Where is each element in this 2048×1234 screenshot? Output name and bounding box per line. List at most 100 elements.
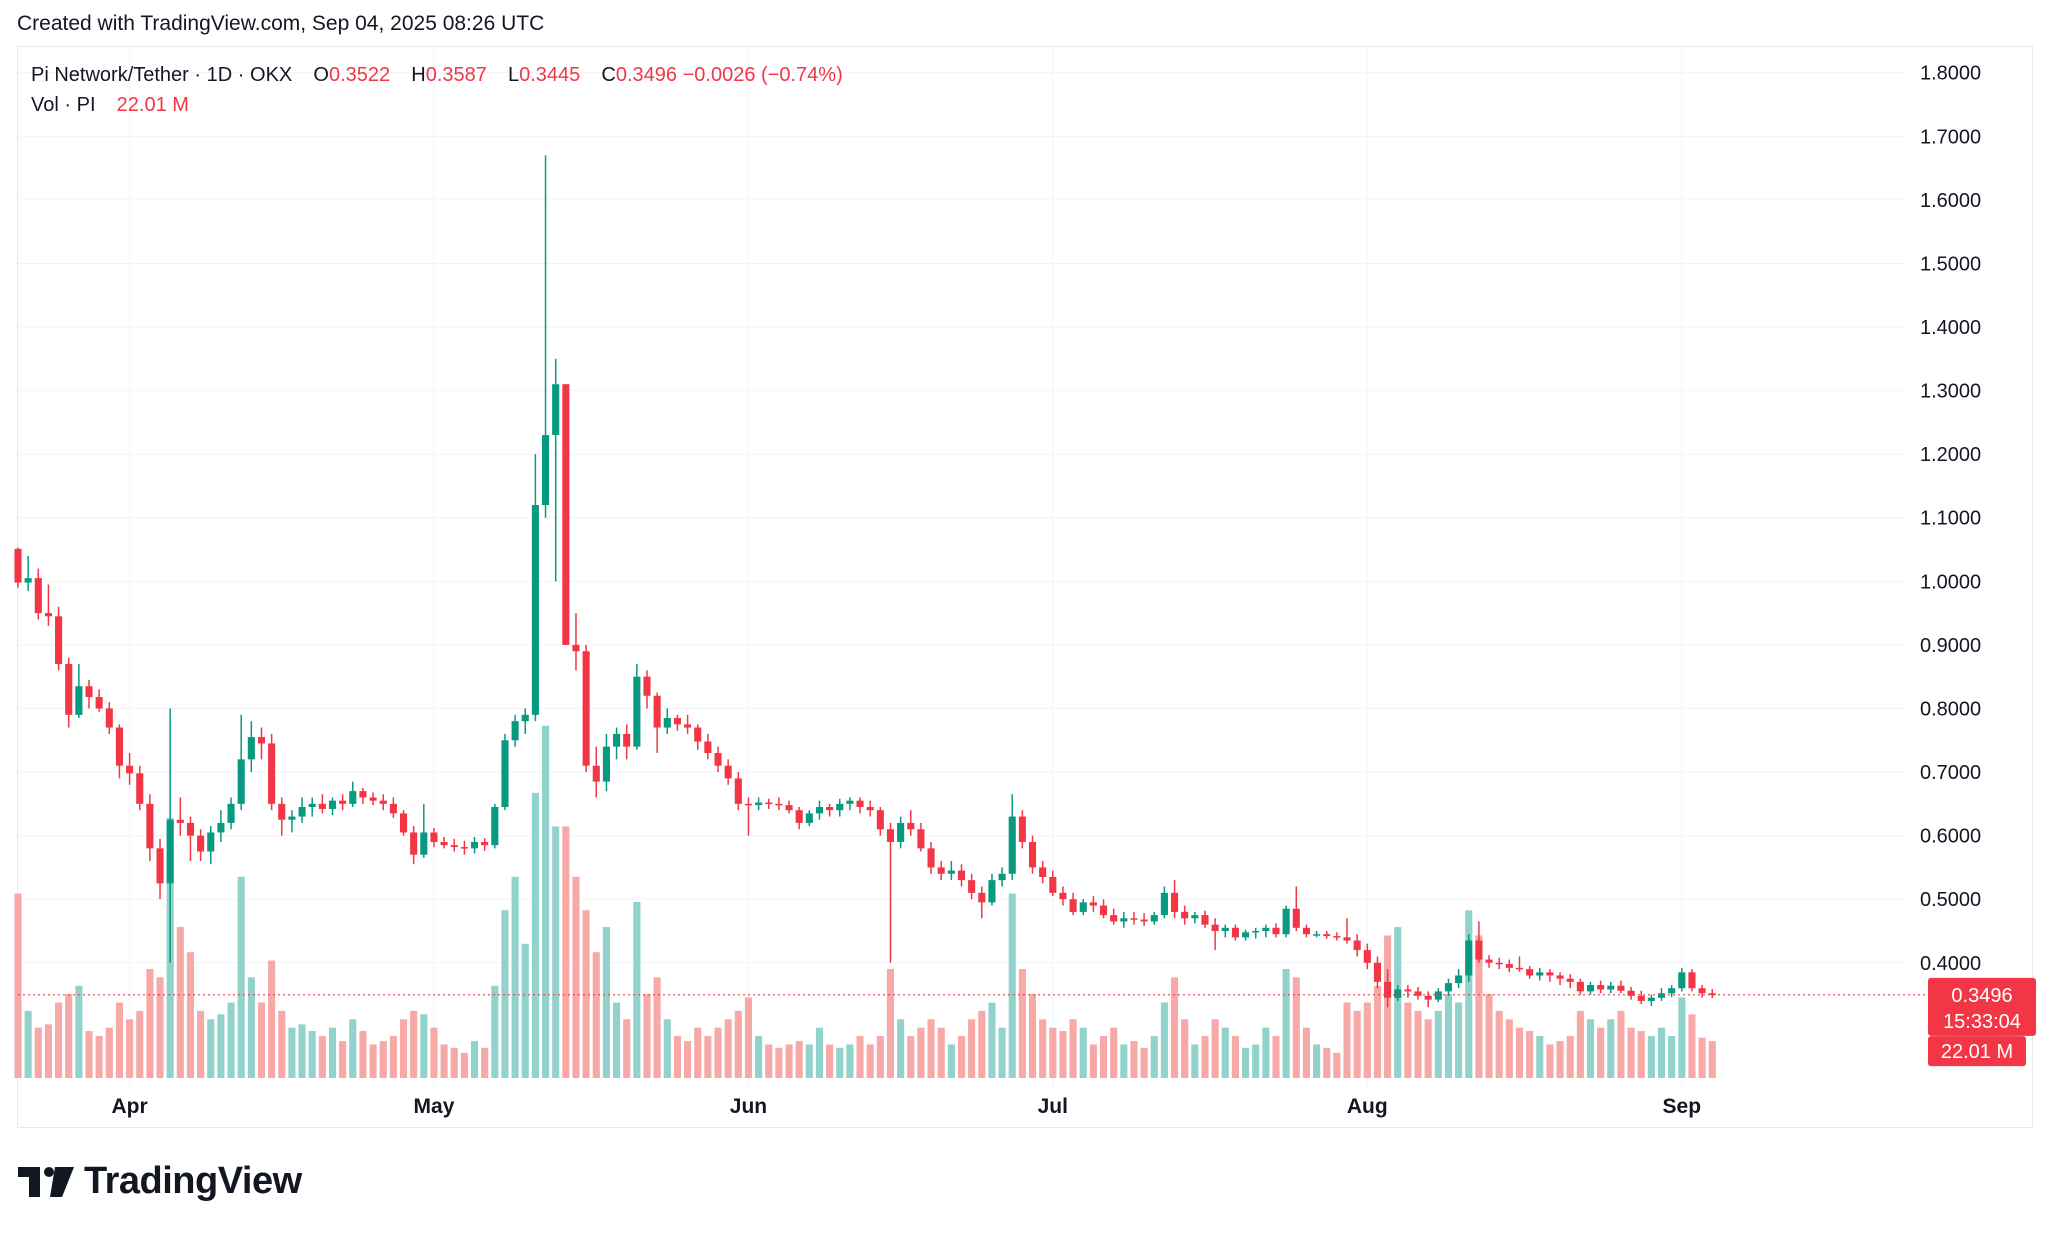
candle-body[interactable] [1150, 915, 1158, 922]
candle-body[interactable] [65, 663, 73, 715]
candle-body[interactable] [328, 800, 337, 809]
candle-body[interactable] [308, 803, 316, 808]
candle-body[interactable] [998, 873, 1006, 881]
candle-body[interactable] [146, 803, 154, 849]
candle-body[interactable] [541, 435, 550, 506]
candle-body[interactable] [1668, 988, 1676, 994]
volume-legend-label[interactable]: Vol [31, 94, 59, 116]
candle-body[interactable] [176, 819, 184, 823]
candle-body[interactable] [369, 797, 377, 801]
candle-body[interactable] [572, 644, 580, 652]
candle-body[interactable] [1292, 908, 1300, 928]
candle-body[interactable] [166, 819, 174, 884]
candle-body[interactable] [1211, 924, 1219, 931]
candle-body[interactable] [775, 803, 783, 806]
candle-body[interactable] [805, 813, 813, 823]
candle-body[interactable] [1099, 905, 1108, 916]
candle-body[interactable] [247, 737, 255, 760]
candle-body[interactable] [95, 697, 103, 709]
candle-body[interactable] [44, 613, 52, 617]
candle-body[interactable] [1444, 983, 1453, 992]
candle-body[interactable] [1089, 902, 1097, 906]
candle-body[interactable] [126, 765, 134, 774]
candle-body[interactable] [714, 752, 722, 766]
candle-body[interactable] [1028, 841, 1037, 868]
candle-body[interactable] [1647, 997, 1655, 1001]
candle-body[interactable] [1018, 816, 1026, 842]
candle-body[interactable] [988, 880, 996, 903]
candle-body[interactable] [684, 724, 692, 728]
candle-body[interactable] [1181, 911, 1189, 919]
candle-body[interactable] [389, 803, 397, 814]
candle-body[interactable] [1130, 918, 1138, 920]
candle-body[interactable] [501, 740, 509, 808]
candle-body[interactable] [156, 848, 164, 884]
candle-body[interactable] [1333, 936, 1341, 938]
candle-body[interactable] [1363, 950, 1371, 963]
candle-body[interactable] [1657, 993, 1666, 998]
candle-body[interactable] [1272, 927, 1280, 935]
candle-body[interactable] [968, 880, 976, 893]
candle-body[interactable] [765, 802, 773, 805]
candle-body[interactable] [1627, 990, 1635, 996]
candle-body[interactable] [866, 807, 874, 811]
candle-body[interactable] [1302, 927, 1310, 935]
candle-body[interactable] [1120, 918, 1128, 922]
candle-body[interactable] [1140, 919, 1148, 922]
candle-body[interactable] [897, 822, 905, 842]
candle-body[interactable] [511, 721, 519, 741]
candle-body[interactable] [1373, 962, 1382, 982]
candle-body[interactable] [288, 816, 296, 820]
candle-body[interactable] [1008, 816, 1016, 874]
candle-body[interactable] [1313, 934, 1321, 936]
candle-body[interactable] [876, 810, 884, 830]
candle-body[interactable] [399, 813, 408, 833]
legend-interval[interactable]: 1D [206, 64, 233, 86]
candle-body[interactable] [1110, 915, 1118, 922]
volume-badge[interactable] [1928, 1036, 2026, 1067]
candle-body[interactable] [531, 505, 539, 715]
candle-body[interactable] [1597, 985, 1605, 990]
candle-body[interactable] [207, 832, 215, 852]
candle-body[interactable] [602, 746, 610, 782]
candle-body[interactable] [856, 800, 864, 808]
candle-body[interactable] [85, 686, 93, 698]
candle-body[interactable] [592, 765, 600, 782]
candle-body[interactable] [349, 791, 357, 804]
candle-body[interactable] [1049, 876, 1057, 893]
candle-body[interactable] [694, 727, 702, 742]
candle-body[interactable] [1586, 985, 1595, 992]
candle-body[interactable] [460, 847, 468, 849]
candle-body[interactable] [1191, 915, 1199, 919]
candle-body[interactable] [846, 800, 854, 804]
candle-body[interactable] [1546, 972, 1554, 976]
candle-body[interactable] [430, 832, 438, 842]
candle-body[interactable] [420, 832, 428, 855]
candle-body[interactable] [227, 803, 235, 823]
candle-body[interactable] [136, 773, 144, 804]
candle-body[interactable] [1394, 989, 1402, 998]
candle-body[interactable] [217, 822, 225, 833]
candle-body[interactable] [1039, 867, 1047, 877]
candle-body[interactable] [978, 892, 986, 903]
candle-body[interactable] [947, 870, 955, 874]
candle-body[interactable] [724, 765, 732, 779]
candle-body[interactable] [643, 676, 651, 696]
candle-body[interactable] [450, 845, 458, 848]
candle-body[interactable] [623, 733, 631, 747]
candle-body[interactable] [410, 832, 418, 855]
candle-body[interactable] [562, 384, 570, 645]
candle-body[interactable] [957, 870, 966, 881]
candle-body[interactable] [1678, 972, 1686, 989]
candle-body[interactable] [470, 841, 479, 849]
candle-body[interactable] [633, 676, 641, 747]
candle-body[interactable] [1323, 934, 1331, 937]
candle-body[interactable] [663, 718, 671, 728]
candle-body[interactable] [1536, 972, 1544, 976]
candle-body[interactable] [1221, 927, 1229, 931]
candle-body[interactable] [491, 807, 499, 846]
candle-body[interactable] [836, 803, 844, 811]
candle-body[interactable] [268, 743, 276, 804]
legend-symbol[interactable]: Pi Network/Tether [31, 64, 189, 86]
candle-body[interactable] [339, 800, 347, 804]
